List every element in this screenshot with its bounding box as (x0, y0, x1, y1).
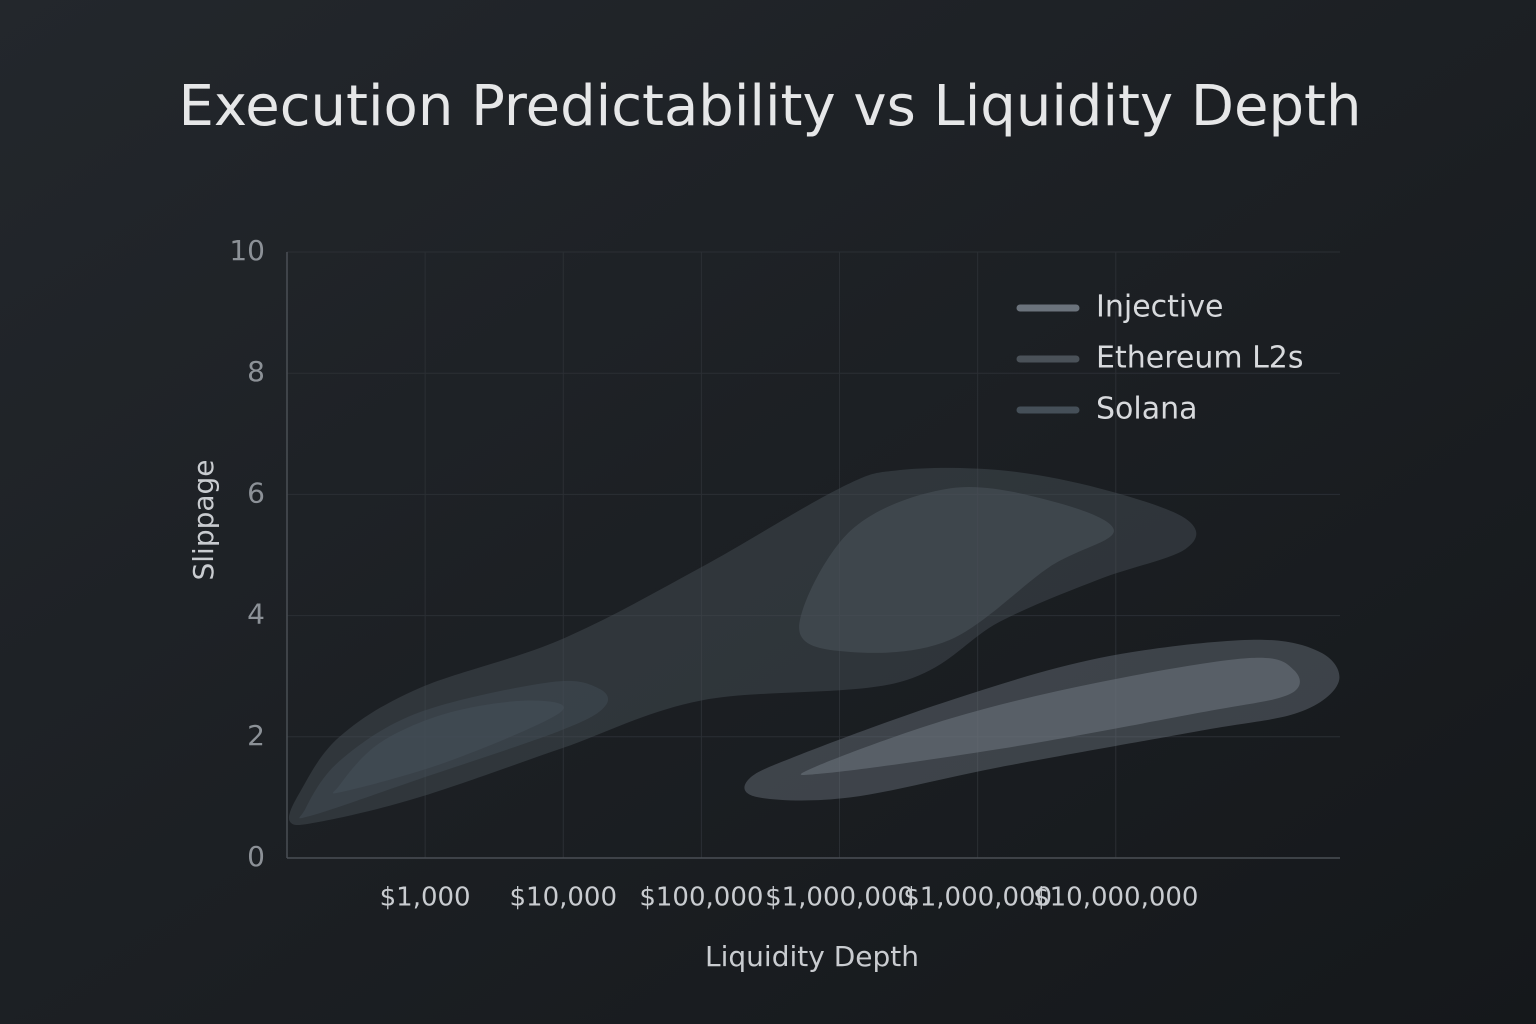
legend-label: Solana (1096, 392, 1198, 427)
x-tick-label: $100,000 (639, 883, 763, 913)
x-tick-label: $1,000,000 (903, 883, 1052, 913)
y-tick-label: 8 (247, 355, 265, 388)
y-tick-label: 0 (247, 840, 265, 873)
density-contour (800, 657, 1300, 775)
legend-label: Ethereum L2s (1096, 341, 1304, 376)
y-axis-label: Slippage (187, 459, 220, 580)
y-tick-label: 2 (247, 719, 265, 752)
y-tick-label: 6 (247, 476, 265, 509)
x-tick-label: $10,000,000 (1033, 883, 1198, 913)
x-axis-label: Liquidity Depth (705, 940, 919, 973)
density-contour (799, 486, 1114, 653)
x-tick-label: $1,000,000 (765, 883, 914, 913)
y-tick-label: 10 (229, 234, 265, 267)
x-tick-label: $1,000 (380, 883, 471, 913)
x-tick-label: $10,000 (509, 883, 617, 913)
density-contour (332, 700, 564, 794)
chart-title: Execution Predictability vs Liquidity De… (179, 74, 1362, 139)
y-tick-label: 4 (247, 598, 265, 631)
legend-label: Injective (1096, 290, 1223, 325)
